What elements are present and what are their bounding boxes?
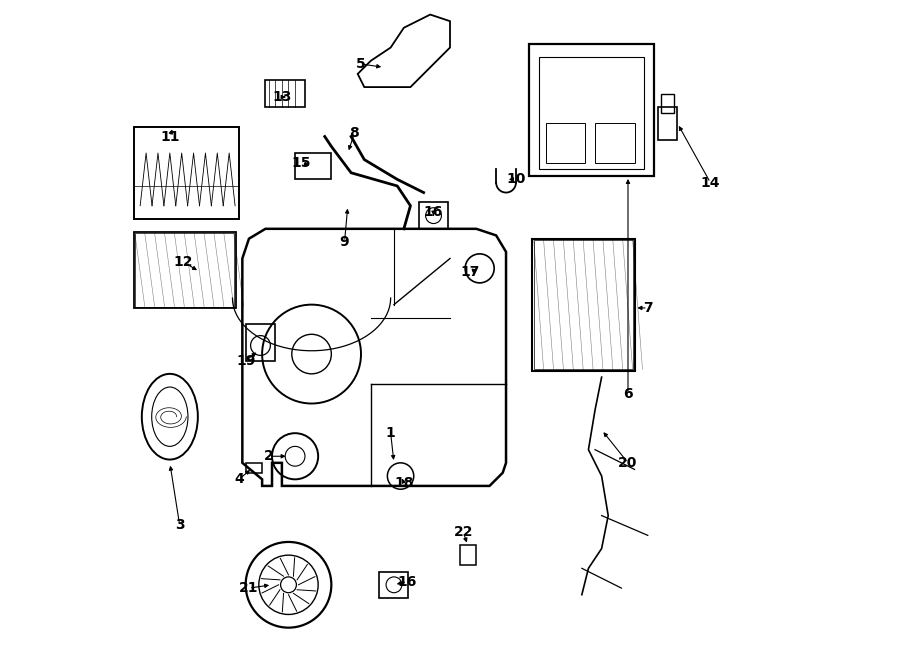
Bar xyxy=(545,123,585,163)
Text: 13: 13 xyxy=(272,90,292,104)
Text: 7: 7 xyxy=(643,301,652,315)
Text: 14: 14 xyxy=(700,175,720,190)
Text: 15: 15 xyxy=(292,156,311,170)
Bar xyxy=(661,94,674,113)
Bar xyxy=(246,463,262,473)
Text: 2: 2 xyxy=(264,449,274,463)
Bar xyxy=(460,545,476,565)
Bar xyxy=(595,123,634,163)
Text: 16: 16 xyxy=(424,205,443,219)
Bar xyxy=(380,571,409,598)
Bar xyxy=(658,107,678,140)
Bar xyxy=(246,324,275,361)
Text: 11: 11 xyxy=(160,130,180,144)
Text: 12: 12 xyxy=(174,255,193,269)
Text: 9: 9 xyxy=(339,235,349,249)
Bar xyxy=(533,239,634,371)
Bar xyxy=(534,240,634,369)
Text: 18: 18 xyxy=(394,475,414,490)
Bar xyxy=(539,58,644,169)
Text: 20: 20 xyxy=(618,456,638,470)
Bar xyxy=(295,153,331,179)
Text: 4: 4 xyxy=(234,472,244,487)
Text: 6: 6 xyxy=(623,387,633,401)
Text: 1: 1 xyxy=(386,426,395,440)
Text: 5: 5 xyxy=(356,57,366,71)
Bar xyxy=(133,126,239,219)
Text: 19: 19 xyxy=(236,354,256,367)
Bar xyxy=(133,232,236,308)
Text: 3: 3 xyxy=(175,518,184,532)
Bar xyxy=(419,203,448,229)
Text: 16: 16 xyxy=(398,575,417,589)
Text: 8: 8 xyxy=(349,126,359,140)
Text: 17: 17 xyxy=(460,265,480,279)
Text: 10: 10 xyxy=(506,172,526,187)
Bar xyxy=(529,44,654,176)
Bar xyxy=(135,234,234,307)
Text: 21: 21 xyxy=(239,581,258,595)
Text: 22: 22 xyxy=(454,525,473,539)
Bar xyxy=(266,81,305,107)
